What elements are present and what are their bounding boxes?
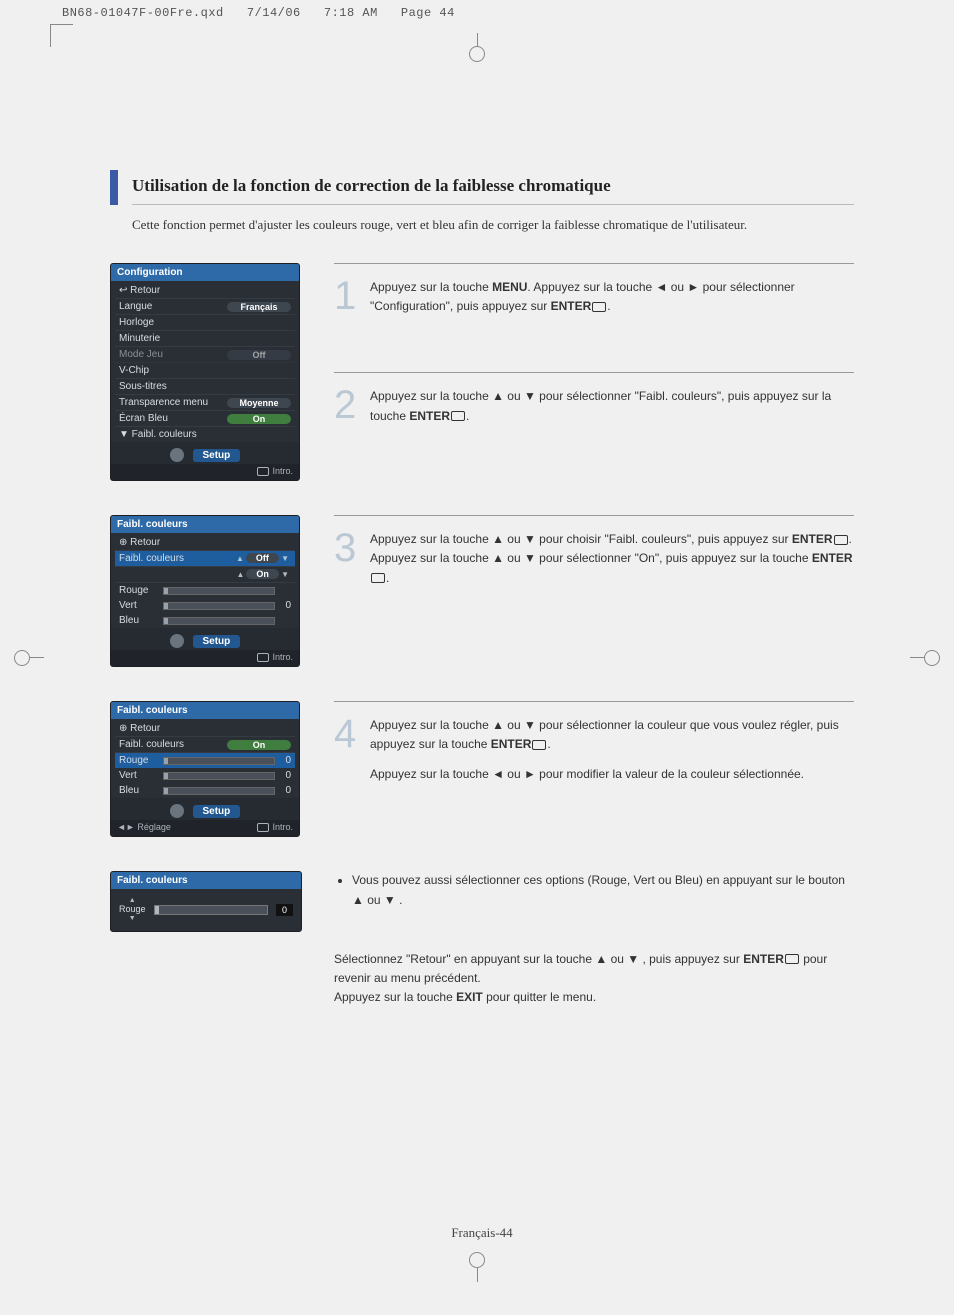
hint-intro: Intro. — [257, 822, 293, 832]
osd-row[interactable]: Horloge — [115, 315, 295, 331]
section-title: Utilisation de la fonction de correction… — [132, 170, 854, 205]
step-number: 2 — [334, 387, 370, 435]
osd-row-label: Mode Jeu — [119, 349, 163, 360]
header-page: Page 44 — [401, 6, 455, 20]
osd-slider-row[interactable]: Bleu0 — [115, 783, 295, 798]
section-title-row: Utilisation de la fonction de correction… — [110, 170, 854, 205]
osd-row-label: Écran Bleu — [119, 413, 168, 424]
osd-row[interactable]: ↩ Retour — [115, 283, 295, 299]
print-header: BN68-01047F-00Fre.qxd 7/14/06 7:18 AM Pa… — [0, 0, 954, 20]
note-bullet: Vous pouvez aussi sélectionner ces optio… — [352, 871, 854, 909]
osd-row[interactable]: Langue Français — [115, 299, 295, 315]
step-4: 4 Appuyez sur la touche ▲ ou ▼ pour séle… — [334, 716, 854, 794]
osd-row-label: Minuterie — [119, 333, 160, 344]
crop-mark — [469, 33, 485, 62]
header-file: BN68-01047F-00Fre.qxd — [62, 6, 224, 20]
enter-icon — [834, 535, 848, 545]
page-number: Français-44 — [110, 1225, 854, 1241]
osd-row[interactable]: Sous-titres — [115, 379, 295, 395]
step-number: 1 — [334, 278, 370, 326]
osd-row[interactable]: Écran Bleu On — [115, 411, 295, 427]
step-extra: Appuyez sur la touche ◄ ou ► pour modifi… — [370, 765, 854, 784]
osd-row-value: Moyenne — [227, 398, 291, 408]
setup-label: Setup — [193, 635, 241, 648]
osd-slider-row[interactable]: Vert0 — [115, 598, 295, 613]
osd-title: Configuration — [111, 264, 299, 281]
closing-text: Sélectionnez "Retour" en appuyant sur la… — [334, 950, 854, 1008]
adjust-slider[interactable] — [154, 905, 268, 915]
osd-row-label: Horloge — [119, 317, 154, 328]
osd-row[interactable]: Minuterie — [115, 331, 295, 347]
enter-icon — [592, 302, 606, 312]
step-2: 2 Appuyez sur la touche ▲ ou ▼ pour séle… — [334, 387, 854, 435]
osd-title: Faibl. couleurs — [111, 702, 299, 719]
step-1: 1 Appuyez sur la touche MENU. Appuyez su… — [334, 278, 854, 326]
crop-mark — [910, 650, 940, 666]
osd-row-label: ↩ Retour — [119, 285, 160, 296]
osd-slider-row[interactable]: Rouge0 — [115, 753, 295, 768]
osd-row-label: Transparence menu — [119, 397, 208, 408]
gear-icon — [170, 448, 184, 462]
osd-row-value: Français — [227, 302, 291, 312]
step-text: Appuyez sur la touche ▲ ou ▼ pour sélect… — [370, 387, 854, 425]
hint-intro: Intro. — [257, 652, 293, 662]
osd-slider-row[interactable]: Vert0 — [115, 768, 295, 783]
adjust-label: ▲ Rouge ▼ — [119, 897, 146, 922]
osd-row[interactable]: Faibl. couleurs▲Off ▼ — [115, 551, 295, 567]
step-text: Appuyez sur la touche MENU. Appuyez sur … — [370, 278, 854, 316]
osd-row-value: On — [227, 414, 291, 424]
osd-row-label: ▼ Faibl. couleurs — [119, 429, 197, 440]
osd-faibl-couleurs-sliders: Faibl. couleurs ⊕ RetourFaibl. couleursO… — [110, 701, 300, 837]
osd-row[interactable]: ⊕ Retour — [115, 535, 295, 551]
step-3: 3 Appuyez sur la touche ▲ ou ▼ pour choi… — [334, 530, 854, 598]
enter-icon — [532, 740, 546, 750]
osd-row-label: Langue — [119, 301, 152, 312]
step-text: Appuyez sur la touche ▲ ou ▼ pour sélect… — [370, 716, 854, 754]
osd-row-value: Off — [227, 350, 291, 360]
osd-title: Faibl. couleurs — [111, 516, 299, 533]
step-number: 4 — [334, 716, 370, 794]
crop-mark — [14, 650, 44, 666]
crop-mark — [50, 24, 73, 47]
osd-row[interactable]: ⊕ Retour — [115, 721, 295, 737]
enter-icon — [785, 954, 799, 964]
osd-row[interactable]: Faibl. couleursOn — [115, 737, 295, 753]
step-text: Appuyez sur la touche ▲ ou ▼ pour choisi… — [370, 530, 854, 588]
osd-faibl-couleurs-select: Faibl. couleurs ⊕ RetourFaibl. couleurs▲… — [110, 515, 300, 667]
step-rule — [334, 515, 854, 516]
step-number: 3 — [334, 530, 370, 598]
osd-adjust-bar: Faibl. couleurs ▲ Rouge ▼ 0 — [110, 871, 302, 931]
step-rule — [334, 263, 854, 264]
section-intro: Cette fonction permet d'ajuster les coul… — [132, 217, 854, 233]
osd-row[interactable]: ▲On ▼ — [115, 567, 295, 583]
step-rule — [334, 701, 854, 702]
osd-row[interactable]: ▼ Faibl. couleurs — [115, 427, 295, 442]
osd-title: Faibl. couleurs — [111, 872, 301, 889]
hint-reglage: ◄► Réglage — [117, 822, 171, 832]
osd-row-label: Sous-titres — [119, 381, 167, 392]
osd-row[interactable]: V-Chip — [115, 363, 295, 379]
osd-row[interactable]: Transparence menu Moyenne — [115, 395, 295, 411]
enter-icon — [371, 573, 385, 583]
crop-mark — [469, 1252, 485, 1282]
header-time: 7:18 AM — [324, 6, 378, 20]
setup-label: Setup — [193, 805, 241, 818]
title-accent — [110, 170, 118, 205]
osd-row-label: V-Chip — [119, 365, 149, 376]
enter-icon — [451, 411, 465, 421]
osd-slider-row[interactable]: Rouge — [115, 583, 295, 598]
osd-configuration: Configuration ↩ Retour Langue Français Horl… — [110, 263, 300, 481]
header-date: 7/14/06 — [247, 6, 301, 20]
gear-icon — [170, 634, 184, 648]
adjust-value: 0 — [276, 904, 293, 916]
step-rule — [334, 372, 854, 373]
gear-icon — [170, 804, 184, 818]
setup-label: Setup — [193, 449, 241, 462]
osd-slider-row[interactable]: Bleu — [115, 613, 295, 628]
hint-intro: Intro. — [257, 466, 293, 476]
osd-row[interactable]: Mode Jeu Off — [115, 347, 295, 363]
